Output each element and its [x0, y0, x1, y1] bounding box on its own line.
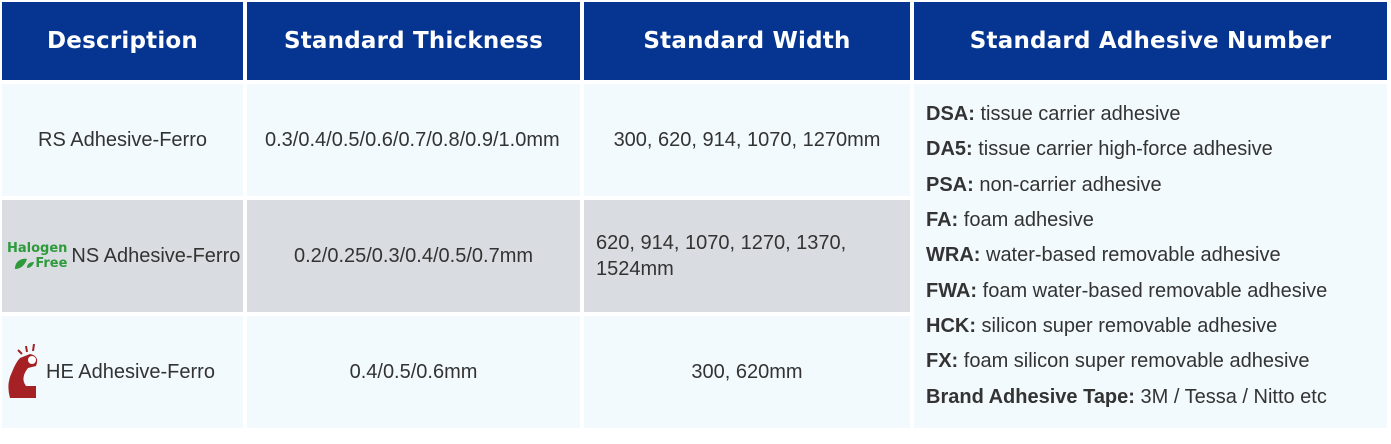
leaf-icon — [15, 258, 35, 269]
adhesive-desc: foam silicon super removable adhesive — [958, 350, 1310, 373]
adhesive-desc: water-based removable adhesive — [980, 244, 1281, 267]
row2-width: 620, 914, 1070, 1270, 1370, 1524mm — [584, 200, 910, 312]
header-thickness: Standard Thickness — [247, 2, 580, 80]
adhesive-code: FA: — [926, 209, 959, 232]
width-text: 300, 620mm — [691, 361, 803, 383]
description-text: RS Adhesive-Ferro — [38, 129, 207, 151]
header-width: Standard Width — [584, 2, 910, 80]
row1-description: RS Adhesive-Ferro — [2, 84, 243, 196]
width-text: 620, 914, 1070, 1270, 1370, 1524mm — [596, 232, 847, 280]
adhesive-code: PSA: — [926, 173, 974, 196]
adhesive-code: WRA: — [926, 244, 981, 267]
adhesive-code: HCK: — [926, 314, 976, 337]
adhesive-item: FWA: foam water-based removable adhesive — [926, 274, 1327, 309]
adhesive-item: DA5: tissue carrier high-force adhesive — [926, 132, 1273, 167]
description-text: NS Adhesive-Ferro — [71, 245, 241, 267]
badge-line1: Halogen — [7, 241, 68, 256]
row3-thickness: 0.4/0.5/0.6mm — [247, 316, 580, 428]
thickness-text: 0.3/0.4/0.5/0.6/0.7/0.8/0.9/1.0mm — [265, 129, 560, 151]
adhesive-item: FA: foam adhesive — [926, 203, 1094, 238]
header-description: Description — [2, 2, 243, 80]
adhesive-desc: tissue carrier high-force adhesive — [972, 138, 1273, 161]
adhesive-desc: 3M / Tessa / Nitto etc — [1134, 385, 1327, 408]
row3-description: HE Adhesive-Ferro — [2, 316, 243, 428]
adhesive-desc: silicon super removable adhesive — [976, 314, 1278, 337]
adhesive-item: FX: foam silicon super removable adhesiv… — [926, 344, 1310, 379]
row2-thickness: 0.2/0.25/0.3/0.4/0.5/0.7mm — [247, 200, 580, 312]
description-text: HE Adhesive-Ferro — [46, 361, 215, 383]
adhesive-desc: foam adhesive — [958, 209, 1094, 232]
adhesive-code: FWA: — [926, 279, 978, 302]
adhesive-code: Brand Adhesive Tape: — [926, 385, 1135, 408]
adhesive-item: Brand Adhesive Tape: 3M / Tessa / Nitto … — [926, 380, 1327, 415]
adhesive-desc: foam water-based removable adhesive — [977, 279, 1328, 302]
thickness-text: 0.4/0.5/0.6mm — [349, 361, 478, 383]
adhesive-item: PSA: non-carrier adhesive — [926, 168, 1162, 203]
badge-line2: Free — [35, 256, 68, 271]
adhesive-code: FX: — [926, 350, 959, 373]
row1-thickness: 0.3/0.4/0.5/0.6/0.7/0.8/0.9/1.0mm — [247, 84, 580, 196]
strong-arm-icon — [8, 344, 38, 398]
header-adhesive-number: Standard Adhesive Number — [914, 2, 1387, 80]
adhesive-code: DA5: — [926, 138, 973, 161]
badge-line2-wrap: Free — [7, 256, 67, 271]
adhesive-item: HCK: silicon super removable adhesive — [926, 309, 1277, 344]
adhesive-desc: non-carrier adhesive — [973, 173, 1162, 196]
adhesive-list: DSA: tissue carrier adhesive DA5: tissue… — [914, 84, 1387, 428]
halogen-free-badge: Halogen Free — [7, 241, 67, 271]
row3-width: 300, 620mm — [584, 316, 910, 428]
adhesive-item: DSA: tissue carrier adhesive — [926, 97, 1181, 132]
adhesive-item: WRA: water-based removable adhesive — [926, 238, 1281, 273]
adhesive-code: DSA: — [926, 103, 975, 126]
row1-width: 300, 620, 914, 1070, 1270mm — [584, 84, 910, 196]
width-text: 300, 620, 914, 1070, 1270mm — [613, 129, 881, 151]
adhesive-desc: tissue carrier adhesive — [974, 103, 1181, 126]
row2-description: Halogen Free NS Adhesive-Ferro — [2, 200, 243, 312]
thickness-text: 0.2/0.25/0.3/0.4/0.5/0.7mm — [293, 245, 534, 267]
